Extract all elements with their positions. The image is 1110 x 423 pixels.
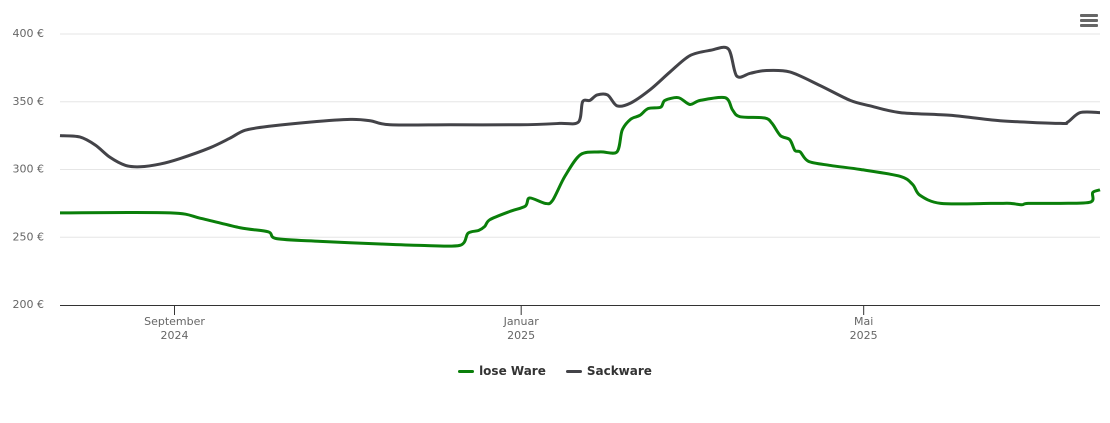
y-tick-label: 300 € [13,163,45,176]
legend-label: Sackware [586,364,652,378]
legend-swatch [458,369,475,373]
legend: lose Ware Sackware [0,364,1110,378]
legend-item: lose Ware [458,364,546,378]
legend-swatch [565,369,582,373]
y-tick-label: 250 € [13,230,45,243]
series-line [59,95,1101,248]
menu-button[interactable] [1080,14,1098,28]
y-tick-label: 350 € [13,95,45,108]
x-tick-label: September 2024 [144,315,205,342]
legend-item: Sackware [565,364,652,378]
series-line [59,45,1101,169]
y-tick-label: 400 € [13,27,45,40]
x-tick-label: Mai 2025 [849,315,878,342]
x-tick-label: Januar 2025 [503,315,539,342]
y-tick-label: 200 € [13,298,45,311]
legend-label: lose Ware [479,364,546,378]
